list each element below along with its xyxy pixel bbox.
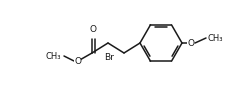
Text: CH₃: CH₃ xyxy=(45,52,61,60)
Text: Br: Br xyxy=(104,53,114,62)
Text: O: O xyxy=(75,57,81,65)
Text: O: O xyxy=(90,25,97,34)
Text: O: O xyxy=(188,39,195,48)
Text: CH₃: CH₃ xyxy=(208,34,223,43)
